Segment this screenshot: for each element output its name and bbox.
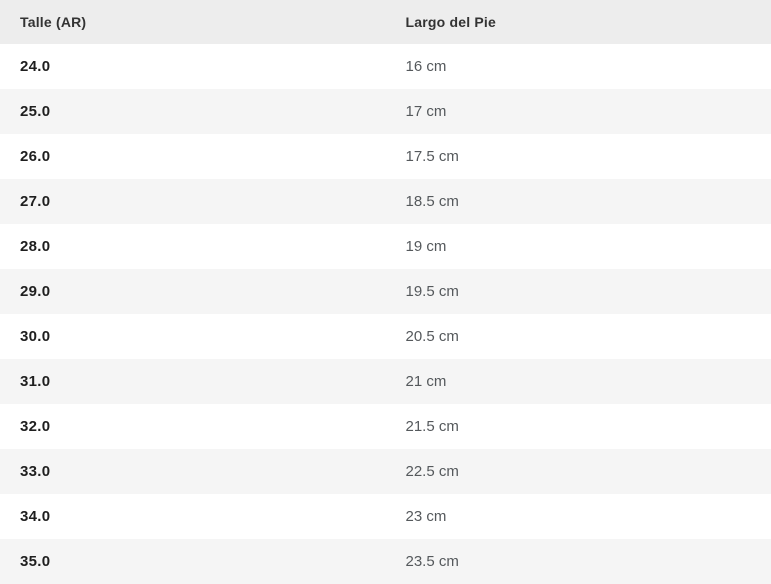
- length-cell: 22.5 cm: [386, 449, 771, 494]
- length-cell: 21.5 cm: [386, 404, 771, 449]
- size-cell: 30.0: [0, 314, 386, 359]
- length-cell: 23 cm: [386, 494, 771, 539]
- length-cell: 23.5 cm: [386, 539, 771, 584]
- size-cell: 33.0: [0, 449, 386, 494]
- header-cell-size: Talle (AR): [0, 0, 386, 44]
- length-cell: 21 cm: [386, 359, 771, 404]
- table-row: 24.0 16 cm: [0, 44, 771, 89]
- size-cell: 29.0: [0, 269, 386, 314]
- table-row: 34.0 23 cm: [0, 494, 771, 539]
- table-body: 24.0 16 cm 25.0 17 cm 26.0 17.5 cm 27.0 …: [0, 44, 771, 584]
- header-cell-foot-length: Largo del Pie: [386, 0, 771, 44]
- size-cell: 26.0: [0, 134, 386, 179]
- table-row: 32.0 21.5 cm: [0, 404, 771, 449]
- length-cell: 18.5 cm: [386, 179, 771, 224]
- table-row: 25.0 17 cm: [0, 89, 771, 134]
- size-cell: 25.0: [0, 89, 386, 134]
- table-row: 29.0 19.5 cm: [0, 269, 771, 314]
- table-row: 26.0 17.5 cm: [0, 134, 771, 179]
- table-row: 30.0 20.5 cm: [0, 314, 771, 359]
- table-row: 27.0 18.5 cm: [0, 179, 771, 224]
- length-cell: 19 cm: [386, 224, 771, 269]
- length-cell: 17.5 cm: [386, 134, 771, 179]
- table-row: 35.0 23.5 cm: [0, 539, 771, 584]
- table-header: Talle (AR) Largo del Pie: [0, 0, 771, 44]
- size-cell: 28.0: [0, 224, 386, 269]
- length-cell: 20.5 cm: [386, 314, 771, 359]
- size-cell: 35.0: [0, 539, 386, 584]
- length-cell: 17 cm: [386, 89, 771, 134]
- size-cell: 31.0: [0, 359, 386, 404]
- table-row: 28.0 19 cm: [0, 224, 771, 269]
- header-row: Talle (AR) Largo del Pie: [0, 0, 771, 44]
- size-cell: 24.0: [0, 44, 386, 89]
- size-cell: 34.0: [0, 494, 386, 539]
- size-cell: 27.0: [0, 179, 386, 224]
- length-cell: 19.5 cm: [386, 269, 771, 314]
- table-row: 33.0 22.5 cm: [0, 449, 771, 494]
- length-cell: 16 cm: [386, 44, 771, 89]
- size-cell: 32.0: [0, 404, 386, 449]
- table-row: 31.0 21 cm: [0, 359, 771, 404]
